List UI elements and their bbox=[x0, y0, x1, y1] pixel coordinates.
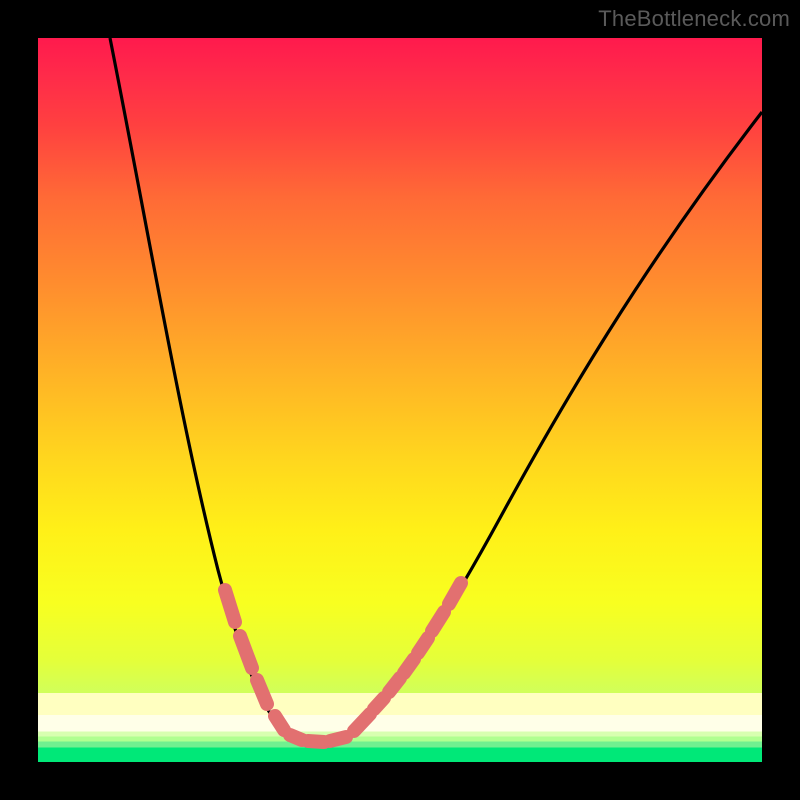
data-marker bbox=[225, 590, 235, 622]
data-marker bbox=[418, 638, 428, 653]
data-marker bbox=[330, 737, 346, 741]
data-marker bbox=[374, 698, 384, 709]
data-marker bbox=[290, 735, 302, 740]
data-marker bbox=[404, 659, 414, 673]
plot-background bbox=[38, 38, 762, 762]
bottleneck-chart bbox=[0, 0, 800, 800]
watermark-text: TheBottleneck.com bbox=[598, 6, 790, 32]
data-marker bbox=[257, 680, 267, 704]
data-marker bbox=[308, 741, 324, 742]
data-marker bbox=[275, 716, 284, 730]
data-marker bbox=[389, 678, 400, 692]
chart-stage: TheBottleneck.com bbox=[0, 0, 800, 800]
